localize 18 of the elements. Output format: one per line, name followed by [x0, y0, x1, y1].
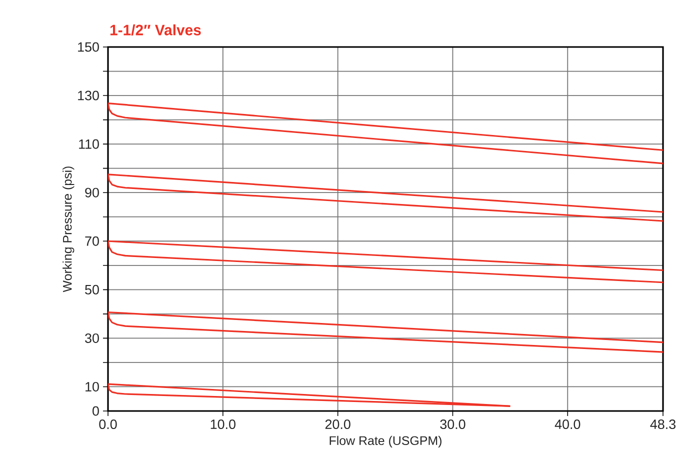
y-axis-title: Working Pressure (psi): [62, 166, 74, 292]
x-tick-label: 40.0: [554, 420, 580, 430]
chart-title: 1-1/2″ Valves: [110, 24, 201, 36]
y-tick-label: 70: [85, 236, 99, 246]
x-axis-title: Flow Rate (USGPM): [330, 436, 442, 448]
y-tick-label: 0: [92, 406, 99, 416]
x-tick-label: 20.0: [325, 420, 350, 430]
x-tick-label: 48.3: [650, 420, 676, 430]
y-tick-label: 30: [85, 333, 99, 343]
x-tick-label: 30.0: [440, 420, 466, 430]
y-tick-label: 110: [79, 139, 99, 149]
x-tick-label: 0.0: [99, 420, 117, 430]
y-tick-label: 90: [85, 188, 99, 198]
y-tick-label: 50: [85, 284, 99, 294]
y-tick-label: 130: [78, 90, 99, 100]
x-tick-label: 10.0: [210, 420, 236, 430]
y-tick-label: 150: [78, 42, 99, 52]
y-tick-label: 10: [86, 382, 99, 392]
